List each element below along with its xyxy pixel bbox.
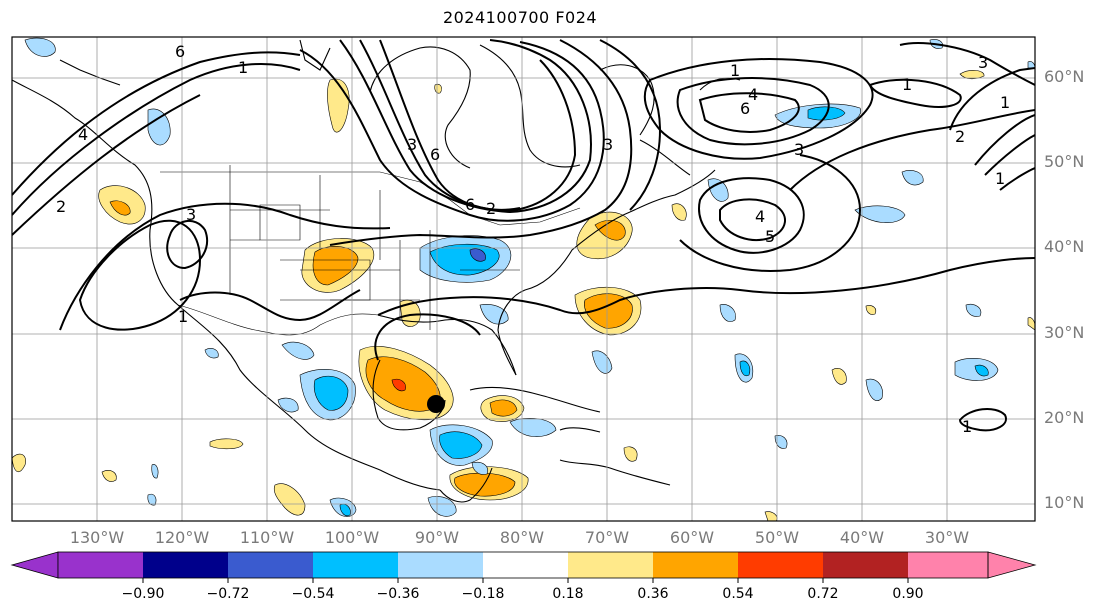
colorbar-segment xyxy=(228,552,313,578)
colorbar-segment xyxy=(738,552,823,578)
contour-label: 1 xyxy=(238,58,248,77)
contour-label: 4 xyxy=(748,85,758,104)
contour-label: 1 xyxy=(995,169,1005,188)
colorbar-min-arrow xyxy=(10,551,59,579)
contour-label: 6 xyxy=(430,145,440,164)
contour-label: 1 xyxy=(902,75,912,94)
storm-center-marker xyxy=(427,395,445,413)
contour-label-group: 6 1 2 4 3 1 6 3 6 2 3 1 4 6 3 1 2 3 1 5 … xyxy=(56,42,1010,436)
negative-anomaly-shading xyxy=(24,37,1035,517)
contour-label: 2 xyxy=(56,197,66,216)
colorbar-tick-label: 0.54 xyxy=(722,586,754,602)
lon-label: 70°W xyxy=(584,528,630,547)
lat-label: 20°N xyxy=(1044,408,1085,427)
colorbar-segment xyxy=(568,552,653,578)
colorbar-segment xyxy=(823,552,908,578)
colorbar-tick-label: 0.18 xyxy=(552,586,584,602)
contour-label: 1 xyxy=(962,417,972,436)
colorbar xyxy=(10,551,1037,583)
contour-label: 4 xyxy=(78,125,88,144)
contour-label: 2 xyxy=(486,199,496,218)
lat-label: 60°N xyxy=(1044,67,1085,86)
map-content xyxy=(12,37,1035,521)
colorbar-tick-label: −0.90 xyxy=(121,586,165,602)
lon-label: 90°W xyxy=(414,528,460,547)
colorbar-segment xyxy=(143,552,228,578)
graticule xyxy=(12,37,1035,521)
colorbar-tick-label: −0.72 xyxy=(206,586,250,602)
lat-label: 50°N xyxy=(1044,152,1085,171)
colorbar-segment xyxy=(483,552,568,578)
lon-label: 30°W xyxy=(924,528,970,547)
political-boundaries xyxy=(160,165,581,336)
colorbar-tick-label: 0.90 xyxy=(892,586,924,602)
contour-label: 4 xyxy=(755,207,765,226)
contour-label: 2 xyxy=(955,127,965,146)
map-title: 2024100700 F024 xyxy=(442,8,598,27)
lon-label: 50°W xyxy=(754,528,800,547)
lon-label: 130°W xyxy=(69,528,125,547)
colorbar-segment xyxy=(58,552,143,578)
lon-label: 60°W xyxy=(669,528,715,547)
colorbar-tick-label: 0.36 xyxy=(637,586,669,602)
colorbar-tick-label: −0.18 xyxy=(461,586,505,602)
contour-label: 3 xyxy=(794,140,804,159)
lon-label: 80°W xyxy=(499,528,545,547)
contour-label: 3 xyxy=(978,53,988,72)
colorbar-tick-label: −0.54 xyxy=(291,586,335,602)
lon-label: 100°W xyxy=(324,528,380,547)
contour-label: 1 xyxy=(1000,93,1010,112)
contour-label: 3 xyxy=(407,135,417,154)
colorbar-segment xyxy=(653,552,738,578)
contour-label: 6 xyxy=(465,195,475,214)
lat-label: 30°N xyxy=(1044,323,1085,342)
contour-label: 1 xyxy=(730,61,740,80)
colorbar-tick-label: −0.36 xyxy=(376,586,420,602)
lat-label: 10°N xyxy=(1044,493,1085,512)
contour-label: 6 xyxy=(175,42,185,61)
contour-label: 6 xyxy=(740,99,750,118)
lat-label: 40°N xyxy=(1044,237,1085,256)
colorbar-max-arrow xyxy=(987,551,1037,579)
colorbar-segment xyxy=(313,552,398,578)
contour-label: 1 xyxy=(178,307,188,326)
lon-label: 120°W xyxy=(154,528,210,547)
contour-label: 3 xyxy=(186,205,196,224)
map-frame xyxy=(11,36,1036,522)
lon-label: 110°W xyxy=(239,528,295,547)
colorbar-tick-label: 0.72 xyxy=(807,586,839,602)
contour-label: 3 xyxy=(603,135,613,154)
contour-label: 5 xyxy=(765,227,775,246)
lon-label: 40°W xyxy=(839,528,885,547)
colorbar-segment xyxy=(398,552,483,578)
colorbar-segment xyxy=(908,552,988,578)
contour-lines xyxy=(12,39,1035,432)
